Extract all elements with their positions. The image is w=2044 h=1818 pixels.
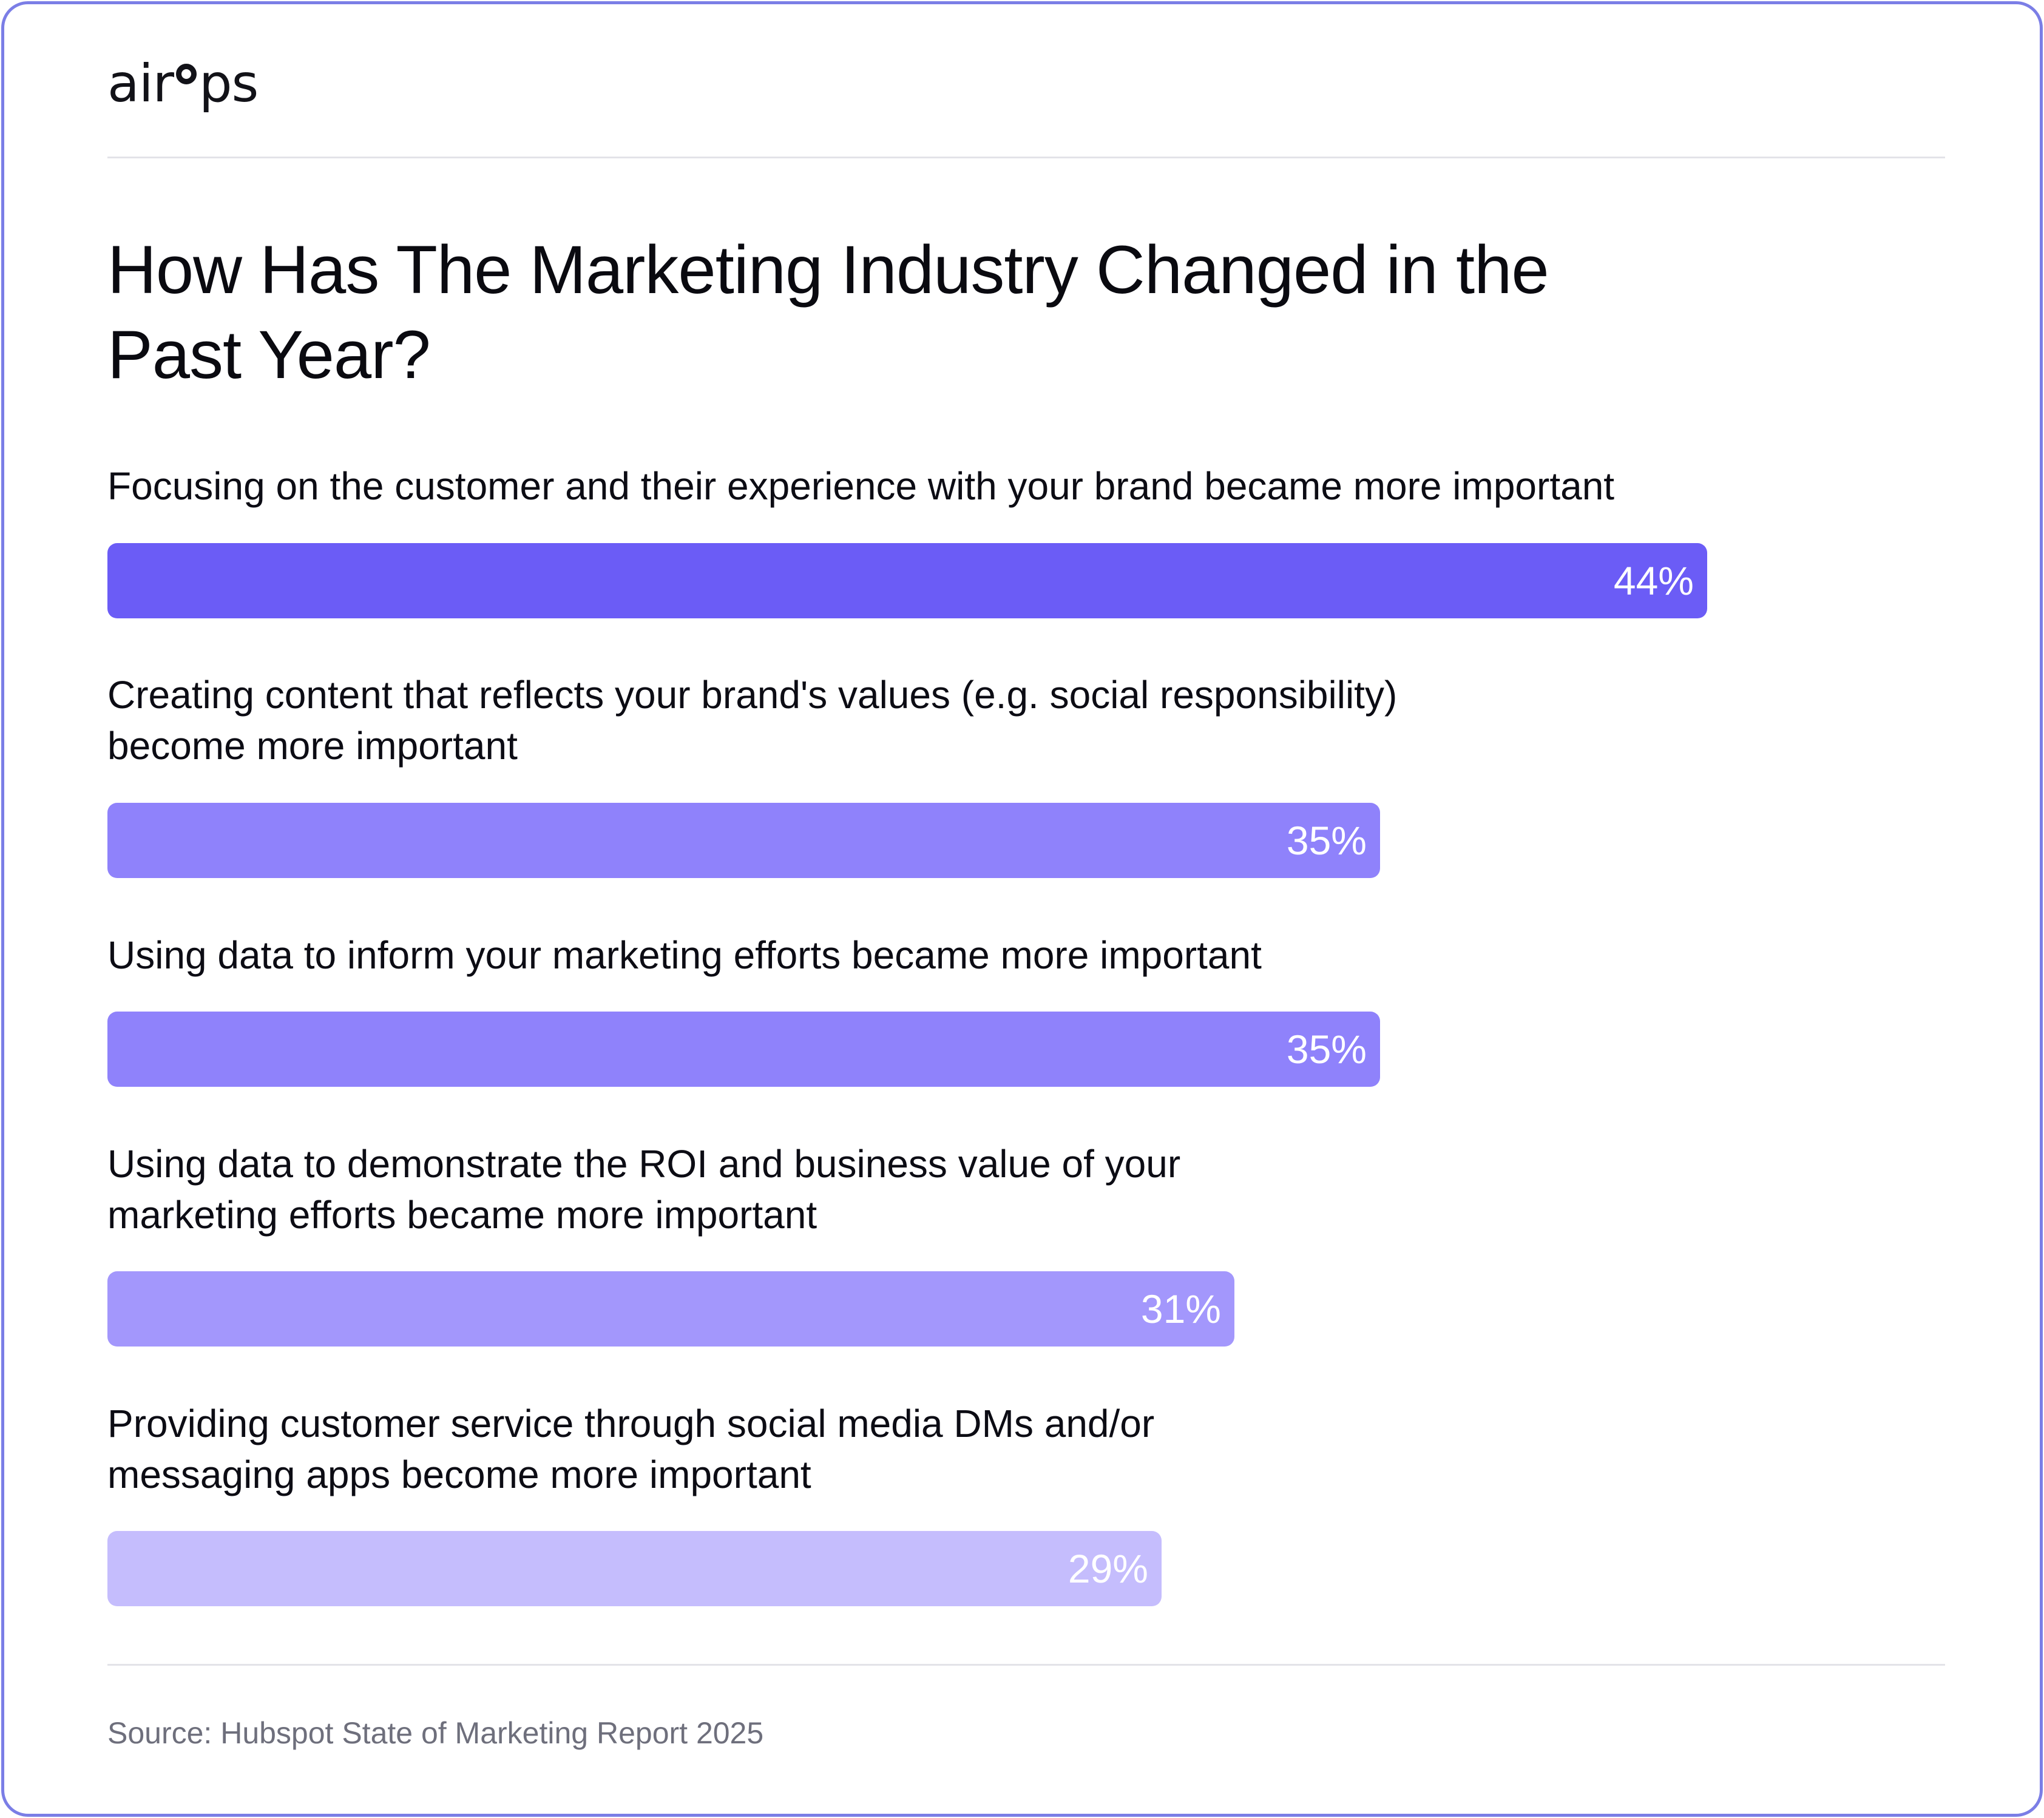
bar: 29% [107, 1531, 1162, 1606]
bar-value-label: 44% [1613, 558, 1694, 603]
source-note: Source: Hubspot State of Marketing Repor… [107, 1716, 764, 1750]
top-divider [107, 157, 1945, 158]
chart-title: How Has The Marketing Industry Changed i… [107, 232, 1549, 393]
bar-value-label: 29% [1068, 1546, 1148, 1591]
bottom-divider [107, 1664, 1945, 1666]
bar-label: Using data to inform your marketing effo… [107, 933, 1262, 977]
bar: 35% [107, 803, 1380, 878]
bar-label: Using data to demonstrate the ROI and bu… [107, 1142, 1181, 1237]
airops-logo: air ps [107, 53, 259, 114]
bar-value-label: 35% [1286, 818, 1367, 863]
bar: 31% [107, 1271, 1234, 1347]
bar-label: Creating content that reflects your bran… [107, 673, 1398, 768]
logo-o-glyph [175, 64, 197, 84]
bar-value-label: 31% [1140, 1286, 1221, 1331]
bar: 35% [107, 1012, 1380, 1087]
bar-value-label: 35% [1286, 1027, 1367, 1072]
bar: 44% [107, 543, 1707, 618]
bar-label: Focusing on the customer and their exper… [107, 464, 1615, 508]
bar-label: Providing customer service through socia… [107, 1402, 1155, 1496]
